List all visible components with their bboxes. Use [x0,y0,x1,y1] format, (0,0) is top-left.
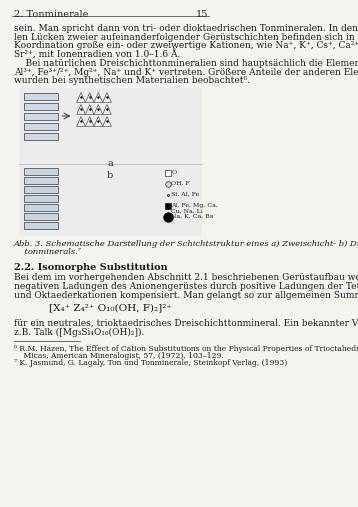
Text: Koordination große ein- oder zweiwertige Kationen, wie Na⁺, K⁺, Cs⁺, Ca²⁺ oder: Koordination große ein- oder zweiwertige… [14,41,358,50]
Bar [24,222,58,229]
Bar [24,92,58,99]
Text: O: O [171,169,176,174]
Bar [24,195,58,201]
Text: 2. Tonminerale: 2. Tonminerale [14,10,88,19]
Text: wurden bei synthetischen Materialien beobachtet⁶.: wurden bei synthetischen Materialien beo… [14,76,250,85]
Bar [24,212,58,220]
Text: Bei natürlichen Dreischichttonmineralien sind hauptsächlich die Elemente Si⁴⁺,: Bei natürlichen Dreischichttonmineralien… [14,59,358,68]
Text: Al, Fe, Mg, Ca,
Cu, Na, Li: Al, Fe, Mg, Ca, Cu, Na, Li [171,202,218,213]
Text: Si, Al, Fe: Si, Al, Fe [171,192,199,197]
Text: sein. Man spricht dann von tri- oder dioktaedrischen Tonmineralen. In den hexago: sein. Man spricht dann von tri- oder dio… [14,24,358,33]
Text: OH, F: OH, F [171,180,190,186]
Text: Sr²⁺, mit Ionenradien von 1.0–1.6 Å.: Sr²⁺, mit Ionenradien von 1.0–1.6 Å. [14,50,180,60]
Bar [24,132,58,139]
Text: ⁶ R.M. Hazen, The Effect of Cation Substitutions on the Physical Properties of T: ⁶ R.M. Hazen, The Effect of Cation Subst… [14,345,358,353]
Bar [19,88,202,235]
Text: 2.2. Isomorphe Substitution: 2.2. Isomorphe Substitution [14,264,167,272]
Bar [24,167,58,174]
Text: Micas, American Mineralogist, 57, (1972), 103–129.: Micas, American Mineralogist, 57, (1972)… [14,352,223,360]
Text: [X₄⁺ Z₄²⁺ O₁₀(OH, F)₂]²⁺: [X₄⁺ Z₄²⁺ O₁₀(OH, F)₂]²⁺ [49,303,172,312]
Bar [24,176,58,184]
Text: b: b [107,170,113,179]
Text: und Oktaederkationen kompensiert. Man gelangt so zur allgemeinen Summenformel: und Oktaederkationen kompensiert. Man ge… [14,291,358,300]
Bar [24,123,58,129]
Text: für ein neutrales, trioktaedrisches Dreischichttonmineral. Ein bekannter Vertret: für ein neutrales, trioktaedrisches Drei… [14,319,358,328]
Bar [24,102,58,110]
Text: ⁷ K. Jasmund, G. Lagaly, Ton und Tonminerale, Steinkopf Verlag, (1993): ⁷ K. Jasmund, G. Lagaly, Ton und Tonmine… [14,359,287,367]
Bar [24,203,58,210]
Text: negativen Ladungen des Anionengerüstes durch positive Ladungen der Tetraeder-: negativen Ladungen des Anionengerüstes d… [14,282,358,291]
Text: Bei dem im vorhergehenden Abschnitt 2.1 beschriebenen Gerüstaufbau werden die: Bei dem im vorhergehenden Abschnitt 2.1 … [14,273,358,282]
Text: Abb. 3. Schematische Darstellung der Schichtstruktur eines a) Zweischicht- b) Dr: Abb. 3. Schematische Darstellung der Sch… [14,239,358,247]
Text: Na, K, Ca, Ba: Na, K, Ca, Ba [171,213,214,219]
Text: a: a [107,160,113,168]
Bar [24,113,58,120]
Text: tonminerals.⁷: tonminerals.⁷ [14,247,81,256]
Text: Al³⁺, Fe³⁺/²⁺, Mg²⁺, Na⁺ und K⁺ vertreten. Größere Anteile der anderen Elemente: Al³⁺, Fe³⁺/²⁺, Mg²⁺, Na⁺ und K⁺ vertrete… [14,67,358,77]
Text: z.B. Talk ([Mg₃Si₄O₁₀(OH)₂]).: z.B. Talk ([Mg₃Si₄O₁₀(OH)₂]). [14,328,144,337]
Text: 15: 15 [195,10,208,19]
Text: len Lücken zweier aufeinanderfolgender Gerüstschichten befinden sich in zwölffac: len Lücken zweier aufeinanderfolgender G… [14,32,358,42]
Bar [24,186,58,193]
